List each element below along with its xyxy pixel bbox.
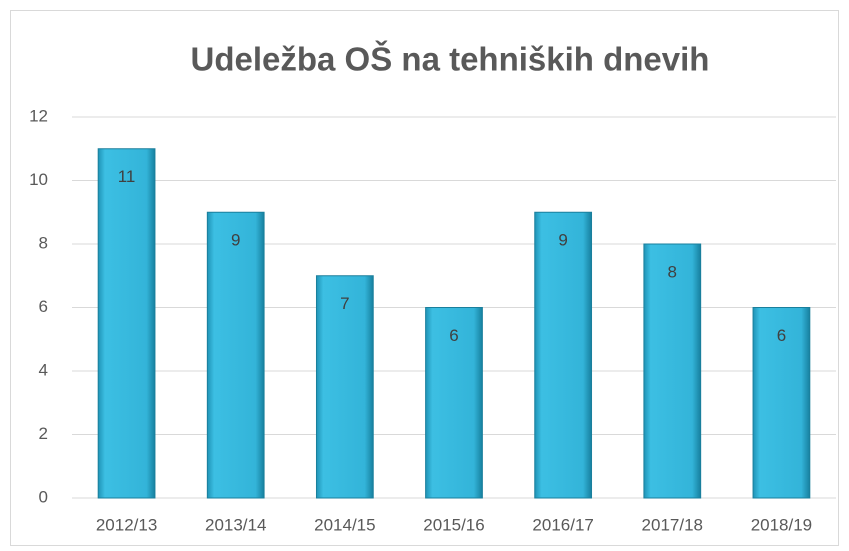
y-tick-label: 0 <box>39 487 48 506</box>
x-tick-label: 2015/16 <box>423 515 484 534</box>
x-tick-label: 2016/17 <box>532 515 593 534</box>
y-tick-label: 10 <box>29 170 48 189</box>
data-label: 7 <box>340 294 349 313</box>
y-tick-label: 8 <box>39 233 48 252</box>
bar <box>752 307 811 499</box>
data-label: 9 <box>231 231 240 250</box>
data-label: 9 <box>558 231 567 250</box>
bar <box>534 211 593 499</box>
x-tick-label: 2018/19 <box>751 515 812 534</box>
x-tick-label: 2012/13 <box>96 515 157 534</box>
y-tick-label: 4 <box>39 360 48 379</box>
bar <box>206 211 265 499</box>
data-label: 6 <box>449 326 458 345</box>
data-label: 8 <box>668 262 677 281</box>
x-tick-label: 2014/15 <box>314 515 375 534</box>
bar <box>425 307 483 499</box>
data-label: 11 <box>118 167 136 186</box>
bar <box>97 148 156 499</box>
y-tick-label: 12 <box>29 106 48 125</box>
bar <box>643 243 702 499</box>
chart-title: Udeležba OŠ na tehniških dnevih <box>191 40 710 78</box>
y-tick-label: 6 <box>39 297 48 316</box>
data-label: 6 <box>777 326 786 345</box>
bar <box>315 275 374 499</box>
x-tick-label: 2013/14 <box>205 515 266 534</box>
y-tick-label: 2 <box>39 424 48 443</box>
x-tick-label: 2017/18 <box>642 515 703 534</box>
